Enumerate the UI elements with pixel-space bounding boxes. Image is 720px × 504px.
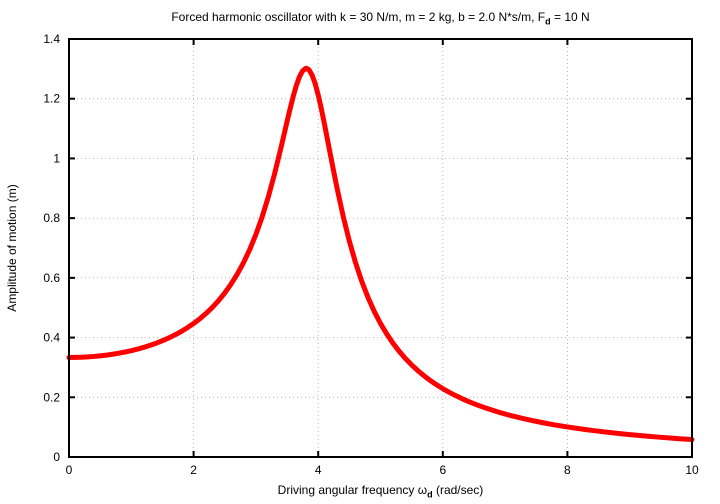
x-axis-label-suffix: (rad/sec) [432,483,484,497]
chart-title-prefix: Forced harmonic oscillator with k = 30 N… [171,10,546,24]
x-tick-label-6: 6 [439,463,446,477]
x-tick-label-4: 4 [315,463,322,477]
x-tick-label-0: 0 [66,463,73,477]
grid-layer [69,39,692,457]
y-tick-label-0: 0 [53,450,60,464]
y-tick-label-0.8: 0.8 [43,211,60,225]
curve-layer [66,65,695,443]
x-axis-label-subscript: d [427,489,433,500]
chart-title-subscript: d [545,16,551,27]
y-tick-label-0.6: 0.6 [43,271,60,285]
x-tick-label-8: 8 [564,463,571,477]
x-tick-label-10: 10 [685,463,699,477]
y-tick-label-0.4: 0.4 [43,331,60,345]
x-axis-label: Driving angular frequency ωd (rad/sec) [69,483,692,500]
tick-layer [68,38,693,458]
y-tick-label-1.4: 1.4 [43,32,60,46]
y-axis-label: Amplitude of motion (m) [5,184,19,311]
y-tick-label-1: 1 [53,151,60,165]
chart-title-suffix: = 10 N [550,10,590,24]
x-tick-label-2: 2 [190,463,197,477]
tick-label-layer: 0 2 4 6 8 10 0 0.2 0.4 0.6 0.8 1 1.2 1.4 [43,32,699,477]
plot-border [68,38,693,458]
resonance-curve [66,65,695,443]
chart-title: Forced harmonic oscillator with k = 30 N… [69,10,692,27]
y-tick-label-0.2: 0.2 [43,390,60,404]
x-axis-label-prefix: Driving angular frequency ω [277,483,428,497]
y-tick-label-1.2: 1.2 [43,92,60,106]
